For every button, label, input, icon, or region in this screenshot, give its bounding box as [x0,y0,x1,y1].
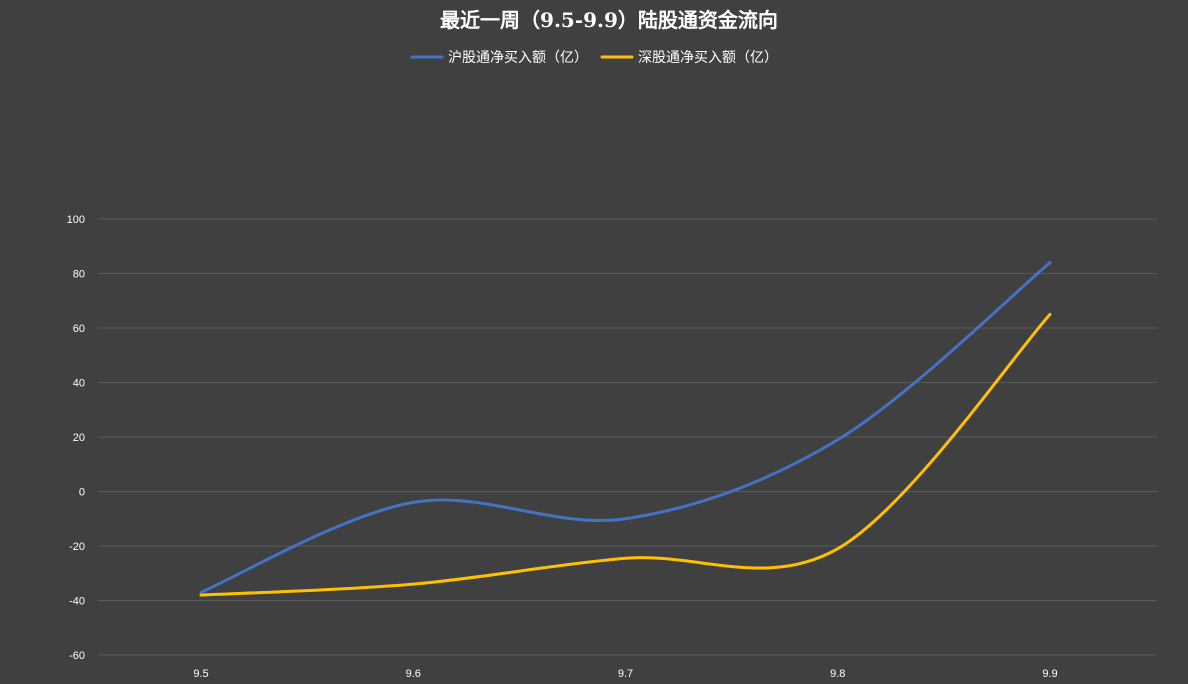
y-tick-label: -20 [69,541,85,553]
grid [98,218,1157,656]
x-tick-label: 9.7 [618,668,633,680]
x-axis: 9.5 9.6 9.7 9.8 9.9 [193,668,1057,680]
y-tick-label: 100 [67,214,85,226]
x-tick-label: 9.9 [1042,668,1057,680]
series-group [199,261,1052,597]
chart-title: 最近一周（9.5-9.9）陆股通资金流向 [440,8,778,32]
x-tick-label: 9.6 [406,668,421,680]
x-tick-label: 9.5 [193,668,208,680]
y-tick-label: 0 [79,487,85,499]
series-line-2 [199,312,1052,597]
legend: 沪股通净买入额（亿） 深股通净买入额（亿） [410,50,778,66]
legend-item: 深股通净买入额（亿） [600,50,778,66]
series-line-1 [199,261,1052,594]
y-tick-label: 80 [73,269,85,281]
y-axis: 100 80 60 40 20 0 -20 -40 -60 [67,214,85,662]
legend-item: 沪股通净买入额（亿） [410,50,588,66]
legend-label: 沪股通净买入额（亿） [448,50,588,66]
y-tick-label: 60 [73,323,85,335]
y-tick-label: 40 [73,378,85,390]
y-tick-label: -60 [69,650,85,662]
y-tick-label: 20 [73,432,85,444]
x-tick-label: 9.8 [830,668,845,680]
legend-label: 深股通净买入额（亿） [638,50,778,66]
y-tick-label: -40 [69,596,85,608]
